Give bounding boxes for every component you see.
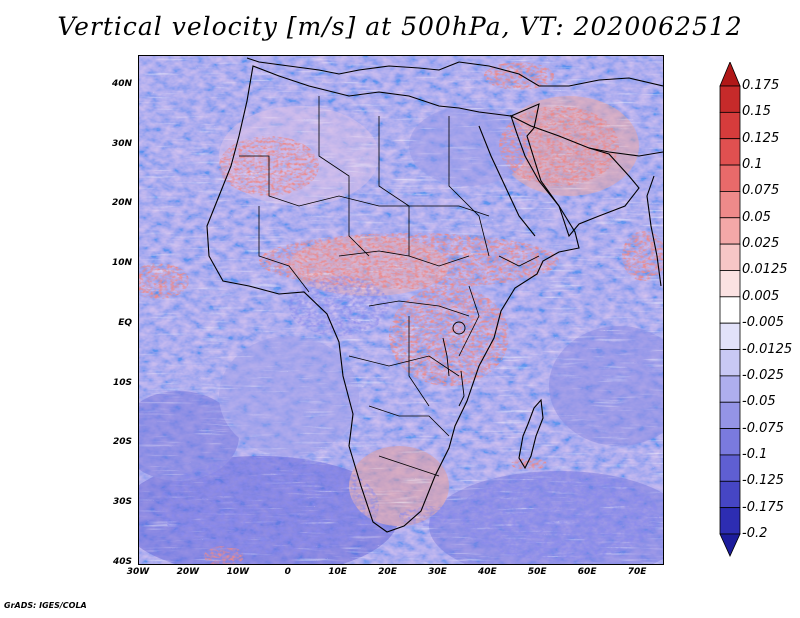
colorbar-tick-label: 0.1 xyxy=(742,157,763,173)
lat-tick-label: 40N xyxy=(111,78,132,89)
lat-tick-label: 20N xyxy=(111,198,132,209)
lon-tick-label: 10E xyxy=(328,567,347,577)
colorbar-box xyxy=(719,217,741,245)
colorbar-box xyxy=(719,401,741,429)
grads-credit: GrADS: IGES/COLA xyxy=(4,601,87,610)
lon-tick-label: 70E xyxy=(627,567,647,577)
lat-tick-label: 10N xyxy=(111,258,132,269)
colorbar-tick-label: 0.05 xyxy=(742,209,771,225)
lat-tick-label: 40S xyxy=(112,557,132,567)
colorbar-tick-label: 0.0125 xyxy=(742,262,788,278)
lon-tick-label: 10W xyxy=(226,567,250,577)
colorbar-box xyxy=(719,111,741,140)
colorbar-box xyxy=(719,164,741,192)
colorbar-box xyxy=(719,428,741,456)
coastlines xyxy=(206,57,663,533)
colorbar-tick-label: -0.2 xyxy=(742,526,768,541)
colorbar-box xyxy=(719,349,741,377)
colorbar-box xyxy=(719,375,741,403)
colorbar-box xyxy=(719,191,741,219)
lon-tick-label: 30W xyxy=(126,567,150,577)
colorbar-box xyxy=(719,322,741,350)
lat-tick-label: 30N xyxy=(111,138,132,149)
colorbar xyxy=(719,62,741,557)
lon-tick-label: 50E xyxy=(527,567,547,577)
colorbar-box xyxy=(719,85,741,113)
vertical-velocity-field xyxy=(139,56,663,564)
lat-tick-label: 20S xyxy=(112,437,132,448)
lon-tick-label: 20E xyxy=(378,567,397,577)
colorbar-box xyxy=(719,480,741,509)
colorbar-tick-label: -0.175 xyxy=(742,499,784,515)
colorbar-box xyxy=(719,454,741,482)
colorbar-tick-label: 0.005 xyxy=(742,288,780,304)
lon-tick-label: 60E xyxy=(577,567,597,577)
colorbar-tick-label: -0.1 xyxy=(742,446,768,462)
lon-tick-label: 40E xyxy=(477,567,497,577)
colorbar-tick-label: 0.175 xyxy=(742,78,780,93)
lon-tick-label: 0 xyxy=(284,567,291,577)
colorbar-tick-label: -0.125 xyxy=(742,473,784,489)
colorbar-tick-label: -0.005 xyxy=(742,315,784,331)
country-borders xyxy=(239,96,540,477)
colorbar-tick-label: 0.15 xyxy=(742,104,771,120)
colorbar-tick-label: 0.075 xyxy=(742,183,780,199)
colorbar-tick-label: -0.025 xyxy=(742,367,784,383)
lat-tick-label: EQ xyxy=(118,317,132,328)
colorbar-min-arrow xyxy=(719,533,741,557)
colorbar-box xyxy=(719,243,741,271)
colorbar-tick-label: 0.025 xyxy=(742,236,780,252)
lat-tick-label: 30S xyxy=(112,497,132,508)
colorbar-box xyxy=(719,507,741,535)
colorbar-tick-label: -0.05 xyxy=(742,394,776,410)
colorbar-box xyxy=(719,296,741,324)
map-panel xyxy=(138,55,664,565)
colorbar-tick-label: -0.075 xyxy=(742,420,784,436)
lon-tick-label: 20W xyxy=(176,567,200,577)
map-title: Vertical velocity [m/s] at 500hPa, VT: 2… xyxy=(57,12,743,41)
colorbar-max-arrow xyxy=(719,62,741,87)
colorbar-box xyxy=(719,138,741,166)
lon-tick-label: 30E xyxy=(428,567,447,577)
colorbar-tick-label: -0.0125 xyxy=(742,341,793,357)
lat-tick-label: 10S xyxy=(112,377,132,388)
lakes xyxy=(442,321,466,407)
colorbar-tick-label: 0.125 xyxy=(742,130,780,146)
colorbar-box xyxy=(719,270,741,298)
